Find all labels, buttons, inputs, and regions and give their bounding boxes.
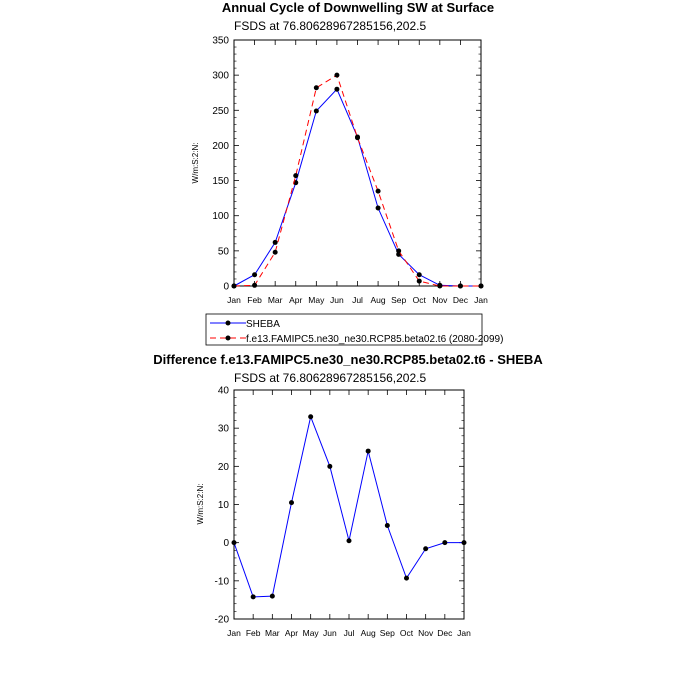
y-tick-label: 20	[218, 462, 230, 473]
legend-box	[205, 313, 483, 346]
data-point	[384, 522, 390, 528]
x-tick-label: Dec	[453, 295, 469, 305]
x-tick-label: Mar	[268, 295, 283, 305]
chart2-series-line-0	[233, 414, 464, 598]
legend-marker-sheba	[225, 320, 231, 326]
data-point	[308, 414, 314, 420]
x-tick-label: May	[303, 628, 320, 638]
data-point	[250, 594, 256, 600]
y-tick-label: 0	[223, 538, 229, 549]
x-tick-label: Sep	[391, 295, 406, 305]
y-tick-label: 250	[212, 106, 229, 117]
data-point	[416, 272, 422, 278]
data-point	[461, 540, 467, 546]
data-point	[293, 173, 299, 179]
y-tick-label: 40	[218, 386, 230, 397]
data-point	[327, 463, 333, 469]
x-tick-label: Apr	[289, 295, 302, 305]
x-tick-label: Feb	[246, 628, 261, 638]
x-tick-label: Oct	[413, 295, 427, 305]
data-point	[252, 272, 258, 278]
x-tick-label: Oct	[400, 628, 414, 638]
chart2-plot-frame	[233, 389, 465, 620]
data-point	[478, 283, 484, 289]
y-tick-label: 300	[212, 71, 229, 82]
x-tick-label: Nov	[418, 628, 434, 638]
x-tick-label: Jul	[344, 628, 355, 638]
data-point	[313, 108, 319, 114]
data-point	[437, 283, 443, 289]
data-point	[269, 593, 275, 599]
chart1-series-line-0	[233, 88, 481, 287]
data-point	[457, 283, 463, 289]
data-point	[404, 575, 409, 581]
data-point	[365, 448, 371, 454]
chart2-subtitle: FSDS at 76.80628967285156,202.5	[234, 371, 426, 385]
x-tick-label: Dec	[437, 628, 453, 638]
data-point	[334, 72, 340, 78]
x-tick-label: Jan	[227, 295, 241, 305]
x-tick-label: Mar	[265, 628, 280, 638]
data-point	[231, 283, 237, 289]
data-point	[231, 540, 237, 546]
x-tick-label: Aug	[371, 295, 386, 305]
chart1-series-line-1	[233, 74, 481, 287]
x-tick-label: Sep	[380, 628, 395, 638]
x-tick-label: Jan	[474, 295, 488, 305]
data-point	[375, 205, 381, 211]
data-point	[313, 85, 319, 91]
chart1-title: Annual Cycle of Downwelling SW at Surfac…	[222, 0, 494, 15]
legend-label-model: f.e13.FAMIPC5.ne30_ne30.RCP85.beta02.t6 …	[246, 334, 503, 345]
data-point	[289, 500, 294, 506]
data-point	[272, 239, 278, 245]
x-tick-label: Jun	[323, 628, 337, 638]
data-point	[375, 188, 381, 194]
data-point	[355, 135, 360, 141]
x-tick-label: Jun	[330, 295, 344, 305]
y-tick-label: 350	[212, 36, 229, 47]
x-tick-label: Aug	[361, 628, 376, 638]
data-point	[252, 282, 258, 288]
data-point	[423, 546, 429, 552]
chart1-subtitle: FSDS at 76.80628967285156,202.5	[234, 19, 426, 33]
y-tick-label: 10	[218, 500, 230, 511]
y-tick-label: -20	[215, 615, 230, 626]
legend-label-sheba: SHEBA	[246, 319, 280, 330]
chart2-ylabel: W/m:S:2:N:	[196, 484, 205, 525]
y-tick-label: 150	[212, 176, 229, 187]
x-tick-label: Apr	[285, 628, 298, 638]
x-tick-label: May	[308, 295, 325, 305]
annual-cycle-chart: Annual Cycle of Downwelling SW at Surfac…	[191, 0, 494, 305]
chart1-legend: SHEBA f.e13.FAMIPC5.ne30_ne30.RCP85.beta…	[205, 313, 503, 346]
y-tick-label: 50	[218, 246, 230, 257]
x-tick-label: Jul	[352, 295, 363, 305]
data-point	[396, 248, 402, 254]
chart1-ylabel: W/m:S:2:N:	[191, 143, 200, 184]
data-point	[442, 540, 448, 546]
y-tick-label: 200	[212, 141, 229, 152]
x-tick-label: Jan	[227, 628, 241, 638]
x-tick-label: Nov	[432, 295, 448, 305]
difference-chart: Difference f.e13.FAMIPC5.ne30_ne30.RCP85…	[153, 352, 543, 638]
data-point	[346, 538, 352, 544]
x-tick-label: Jan	[457, 628, 471, 638]
y-tick-label: -10	[215, 576, 230, 587]
data-point	[416, 278, 422, 284]
chart2-title: Difference f.e13.FAMIPC5.ne30_ne30.RCP85…	[153, 352, 543, 367]
y-tick-label: 100	[212, 211, 229, 222]
y-tick-label: 0	[223, 282, 229, 293]
y-tick-label: 30	[218, 424, 230, 435]
data-point	[272, 249, 278, 255]
x-tick-label: Feb	[247, 295, 262, 305]
legend-marker-model	[225, 335, 231, 341]
data-point	[334, 86, 340, 92]
